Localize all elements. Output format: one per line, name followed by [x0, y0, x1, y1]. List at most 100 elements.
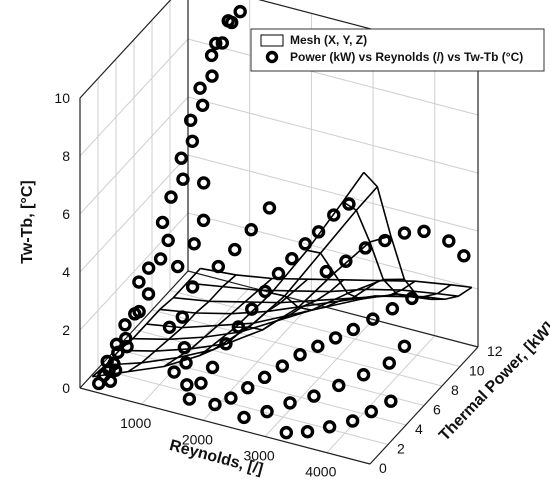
x-tick-label: 3000: [244, 448, 275, 464]
scatter-points: [92, 4, 471, 440]
data-point: [237, 410, 251, 425]
y-tick-label: 10: [469, 363, 485, 379]
data-point: [211, 259, 226, 274]
y-tick-label: 12: [487, 343, 503, 359]
mesh-line: [235, 279, 345, 331]
mesh-line: [271, 279, 380, 311]
mesh-line: [127, 274, 237, 373]
x-axis-label: Reynolds, [/]: [168, 437, 265, 478]
data-point: [258, 284, 272, 299]
z-tick-label: 8: [62, 148, 70, 164]
legend-marker-swatch: [265, 50, 279, 64]
data-point: [171, 259, 185, 274]
data-point: [120, 339, 134, 354]
y-tick-label: 8: [451, 382, 459, 398]
mesh-line: [306, 249, 416, 300]
data-point: [322, 420, 337, 434]
data-point: [153, 252, 168, 266]
data-point: [332, 378, 346, 393]
data-point: [193, 81, 207, 95]
legend: Mesh (X, Y, Z) Power (kW) vs Reynolds (/…: [250, 28, 545, 72]
data-point: [378, 233, 392, 248]
grid-line: [187, 212, 479, 290]
data-point: [285, 252, 299, 266]
data-point: [328, 331, 343, 345]
data-point: [185, 280, 200, 294]
grid-line: [187, 38, 479, 116]
z-tick-label: 4: [62, 264, 70, 280]
data-point: [182, 392, 197, 406]
data-point: [307, 389, 321, 403]
grid-line: [97, 368, 389, 445]
legend-box: [250, 28, 545, 72]
data-point: [164, 190, 178, 204]
data-point: [262, 201, 277, 215]
data-point: [293, 348, 307, 362]
data-point: [298, 237, 312, 251]
data-point: [228, 242, 242, 257]
legend-marker-label: Power (kW) vs Reynolds (/) vs Tw-Tb (°C): [290, 50, 523, 64]
data-point: [257, 370, 272, 385]
frame-edge: [369, 346, 479, 465]
data-point: [196, 213, 211, 228]
data-point: [260, 404, 274, 419]
data-point: [141, 287, 156, 301]
surface-mesh: [91, 171, 473, 378]
data-point: [100, 354, 114, 369]
z-tick-label: 0: [62, 380, 70, 396]
data-point: [244, 223, 258, 237]
frame-edge: [187, 270, 479, 348]
grid-line: [151, 309, 443, 387]
frame-edge: [79, 387, 371, 465]
z-tick-label: 6: [62, 206, 70, 222]
data-point: [205, 360, 220, 375]
data-point: [208, 397, 222, 412]
legend-mesh-swatch: [260, 34, 284, 47]
data-point: [245, 302, 259, 316]
y-tick-label: 4: [415, 421, 423, 437]
mesh-line: [342, 201, 452, 298]
grid-line: [187, 96, 479, 174]
data-point: [366, 312, 380, 326]
data-point: [342, 197, 356, 211]
data-point: [233, 4, 247, 19]
data-point: [283, 396, 297, 410]
data-point: [108, 363, 123, 377]
data-point: [275, 359, 290, 373]
data-point: [111, 345, 125, 360]
data-point: [417, 224, 431, 239]
grid-line: [326, 335, 436, 454]
data-point: [358, 241, 373, 255]
x-tick-label: 2000: [182, 431, 213, 447]
data-point: [174, 151, 189, 165]
x-tick-label: 4000: [305, 464, 336, 480]
grid-line: [203, 303, 312, 421]
y-tick-label: 2: [397, 441, 405, 457]
data-point: [271, 266, 286, 281]
z-tick-label: 2: [62, 322, 70, 338]
data-point: [397, 339, 412, 353]
data-point: [205, 69, 219, 83]
grid-line: [264, 319, 374, 437]
data-point: [345, 414, 360, 428]
data-point: [103, 374, 118, 388]
data-point: [132, 275, 146, 289]
data-point: [339, 254, 353, 268]
mesh-line: [199, 278, 309, 357]
data-point: [356, 368, 371, 382]
data-point: [194, 376, 208, 390]
data-point: [382, 356, 396, 370]
x-tick-label: 1000: [120, 415, 151, 431]
data-point: [457, 249, 471, 263]
data-point: [196, 176, 211, 190]
data-point: [180, 378, 194, 392]
data-point: [161, 233, 175, 248]
data-point: [119, 331, 133, 346]
z-tick-label: 10: [54, 90, 70, 106]
data-point: [385, 302, 400, 316]
data-point: [167, 365, 181, 379]
data-point: [155, 215, 170, 230]
grid-line: [169, 290, 461, 367]
data-point: [132, 304, 146, 319]
